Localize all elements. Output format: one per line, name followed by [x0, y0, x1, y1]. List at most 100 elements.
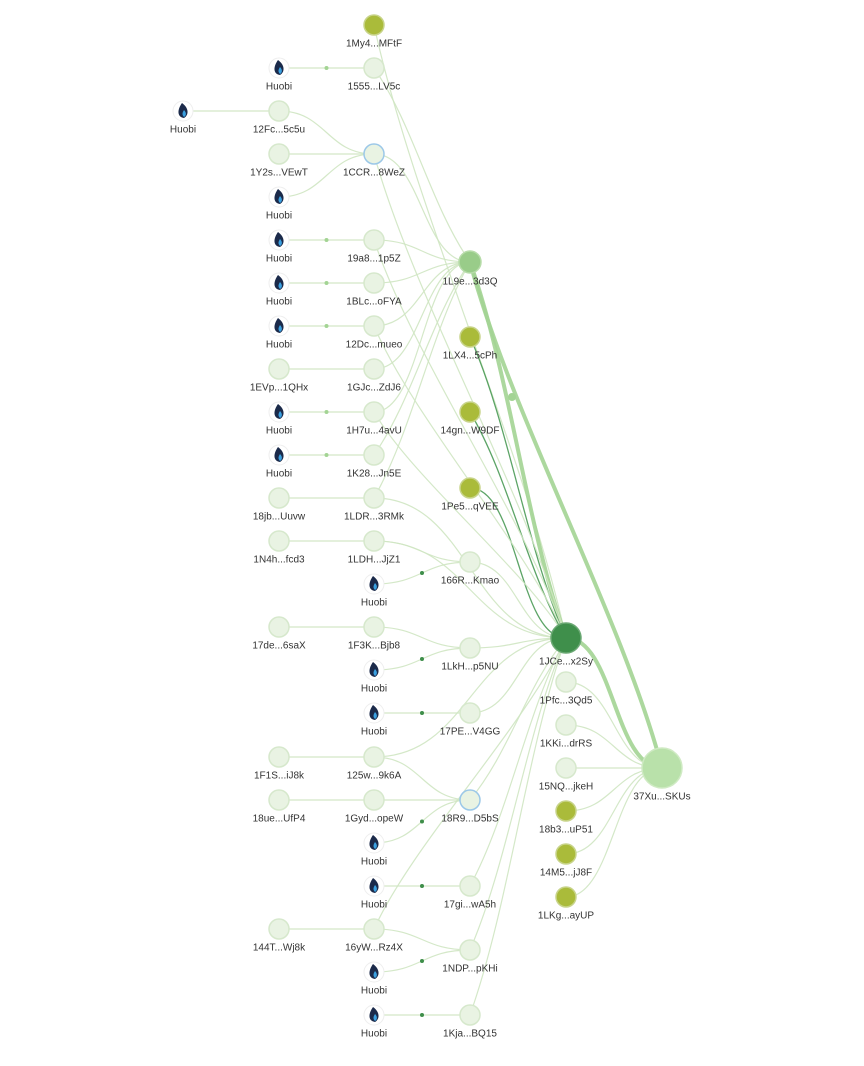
node-label: 17PE...V4GG: [440, 727, 501, 738]
huobi-flame-inner: [182, 110, 186, 117]
address-node: [459, 401, 481, 423]
huobi-flame-inner: [278, 325, 282, 332]
edge-dot: [324, 281, 329, 285]
node-label: Huobi: [266, 254, 292, 265]
edge-dot: [420, 884, 424, 888]
node-label: 1My4...MFtF: [346, 39, 402, 50]
node-label: 1LkH...p5NU: [441, 662, 498, 673]
edge: [469, 487, 567, 639]
address-node: [363, 530, 385, 552]
edge: [469, 637, 567, 887]
node-label: Huobi: [266, 340, 292, 351]
node-label: Huobi: [266, 469, 292, 480]
node-label: 1CCR...8WeZ: [343, 168, 405, 179]
edge: [469, 411, 567, 639]
edge: [278, 153, 375, 198]
address-node: [459, 551, 481, 573]
edge-dot: [420, 711, 424, 715]
edge: [373, 637, 567, 758]
address-node: [459, 637, 481, 659]
node-label: 1Kja...BQ15: [443, 1029, 497, 1040]
address-node: [363, 315, 385, 337]
node-label: 1F3K...Bjb8: [348, 641, 401, 652]
node-label: 12Dc...mueo: [346, 340, 403, 351]
edge: [373, 153, 471, 263]
node-label: 17de...6saX: [252, 641, 306, 652]
huobi-flame-inner: [278, 454, 282, 461]
node-label: 1LKg...ayUP: [538, 911, 594, 922]
node-label: Huobi: [170, 125, 196, 136]
huobi-flame-inner: [373, 583, 377, 590]
edge-dot: [420, 959, 424, 963]
node-label: 1LDH...JjZ1: [348, 555, 401, 566]
node-label: 125w...9k6A: [347, 771, 402, 782]
edge: [469, 637, 567, 801]
edge: [373, 928, 471, 951]
edge: [468, 261, 664, 769]
address-node: [268, 358, 290, 380]
address-node: [268, 100, 290, 122]
node-label: 1555...LV5c: [348, 82, 401, 93]
edge-dot: [420, 819, 424, 824]
address-node: [363, 918, 385, 940]
address-node: [363, 401, 385, 423]
node-label: 166R...Kmao: [441, 576, 500, 587]
node-label: Huobi: [266, 297, 292, 308]
huobi-flame-inner: [373, 712, 377, 719]
edge: [373, 261, 471, 370]
node-label: 14gn...W9DF: [441, 426, 500, 437]
node-label: 1LDR...3RMk: [344, 512, 405, 523]
edge: [278, 110, 375, 155]
huobi-flame-inner: [373, 1014, 377, 1021]
edge-dot: [324, 324, 329, 328]
node-label: 1Gyd...opeW: [345, 814, 404, 825]
node-label: 37Xu...SKUs: [633, 792, 690, 803]
node-label: 1F1S...iJ8k: [254, 771, 305, 782]
edge-dot: [508, 393, 516, 401]
address-node: [268, 616, 290, 638]
edge-dot: [420, 1013, 424, 1017]
node-label: 1K28...Jn5E: [347, 469, 402, 480]
node-label: Huobi: [266, 211, 292, 222]
address-node: [459, 875, 481, 897]
address-node: [268, 487, 290, 509]
node-label: 18R9...D5bS: [441, 814, 499, 825]
address-node: [459, 702, 481, 724]
address-node: [363, 229, 385, 251]
address-node: [268, 918, 290, 940]
node-label: 1EVp...1QHx: [250, 383, 308, 394]
node-label: 16yW...Rz4X: [345, 943, 403, 954]
node-label: 19a8...1p5Z: [347, 254, 400, 265]
edge: [373, 239, 471, 263]
edge: [373, 239, 567, 639]
huobi-flame-inner: [373, 971, 377, 978]
edge-dot: [324, 410, 329, 414]
address-node: [268, 746, 290, 768]
edge: [373, 637, 567, 930]
node-label: 1JCe...x2Sy: [539, 657, 593, 668]
node-label: 1H7u...4avU: [346, 426, 402, 437]
node-label: Huobi: [361, 727, 387, 738]
edge: [373, 261, 471, 413]
node-label: 144T...Wj8k: [253, 943, 306, 954]
edge-dot: [324, 66, 329, 70]
edge: [373, 153, 567, 639]
node-label: 12Fc...5c5u: [253, 125, 305, 136]
address-node: [363, 14, 385, 36]
huobi-flame-inner: [278, 239, 282, 246]
node-label: 1L9e...3d3Q: [442, 277, 497, 288]
edge: [469, 637, 567, 951]
address-node: [459, 939, 481, 961]
edge: [373, 411, 567, 639]
edge: [373, 261, 471, 327]
edge-dot: [420, 657, 424, 661]
address-node: [459, 1004, 481, 1026]
node-label: 15NQ...jkeH: [539, 782, 593, 793]
huobi-flame-inner: [373, 669, 377, 676]
node-label: Huobi: [361, 900, 387, 911]
address-node: [268, 530, 290, 552]
node-label: 18ue...UfP4: [253, 814, 306, 825]
address-node: [268, 789, 290, 811]
address-node: [459, 326, 481, 348]
